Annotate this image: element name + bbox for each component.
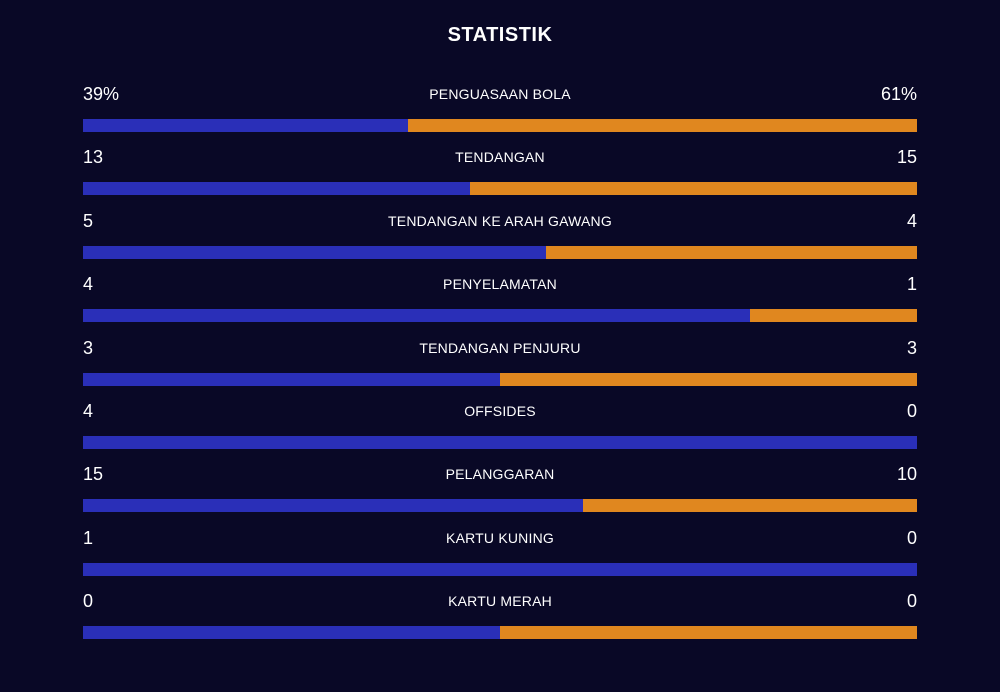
stat-away-value: 0 <box>906 527 917 548</box>
stat-bar-home-segment <box>83 119 409 132</box>
stat-row: 1 KARTU KUNING 0 <box>83 524 917 587</box>
stat-bar-away-segment <box>500 626 917 640</box>
stat-bar-away-segment <box>470 182 917 196</box>
stat-label: TENDANGAN KE ARAH GAWANG <box>388 212 612 229</box>
stat-bar-home-segment <box>83 309 751 323</box>
stat-row: 5 TENDANGAN KE ARAH GAWANG 4 <box>83 207 917 270</box>
stat-home-value: 13 <box>83 147 104 168</box>
stat-row: 3 TENDANGAN PENJURU 3 <box>83 334 917 397</box>
stat-bar-home-segment <box>83 626 500 640</box>
stat-label: KARTU KUNING <box>446 529 554 546</box>
stat-home-value: 0 <box>83 591 94 612</box>
stat-comparison-bar <box>83 562 917 576</box>
stat-bar-away-segment <box>750 309 917 323</box>
stat-comparison-bar <box>83 626 917 640</box>
stat-home-value: 1 <box>83 527 94 548</box>
stat-away-value: 61% <box>880 84 917 104</box>
stat-label: TENDANGAN PENJURU <box>419 339 581 356</box>
stat-away-value: 10 <box>896 464 917 485</box>
stat-label: OFFSIDES <box>464 402 536 419</box>
stat-label: PENYELAMATAN <box>443 276 557 293</box>
stat-bar-home-segment <box>83 182 471 196</box>
stat-comparison-bar <box>83 245 917 259</box>
stat-comparison-bar <box>83 372 917 386</box>
stat-row-header: 0 KARTU MERAH 0 <box>83 587 917 615</box>
stat-row-header: 3 TENDANGAN PENJURU 3 <box>83 334 917 362</box>
stat-comparison-bar <box>83 435 917 449</box>
stat-away-value: 4 <box>906 210 917 231</box>
stat-row: 13 TENDANGAN 15 <box>83 143 917 206</box>
stat-bar-away-segment <box>408 119 917 132</box>
stat-away-value: 0 <box>906 591 917 612</box>
stat-bar-home-segment <box>83 562 917 576</box>
stat-away-value: 1 <box>906 274 917 295</box>
stat-comparison-bar <box>83 182 917 196</box>
stat-comparison-bar <box>83 309 917 323</box>
stat-row: 4 PENYELAMATAN 1 <box>83 270 917 333</box>
stat-row-header: 4 OFFSIDES 0 <box>83 397 917 425</box>
stat-label: PELANGGARAN <box>445 466 555 483</box>
stat-bar-home-segment <box>83 372 500 386</box>
stat-home-value: 5 <box>83 210 94 231</box>
stats-list: 39% PENGUASAAN BOLA 61% 13 TENDANGAN 15 5 TENDA… <box>83 80 917 651</box>
stat-row-header: 15 PELANGGARAN 10 <box>83 460 917 488</box>
stat-bar-away-segment <box>546 245 917 259</box>
stat-row: 0 KARTU MERAH 0 <box>83 587 917 650</box>
stat-comparison-bar <box>83 119 917 132</box>
stat-bar-home-segment <box>83 435 917 449</box>
stat-home-value: 4 <box>83 274 94 295</box>
stat-home-value: 39% <box>83 84 120 104</box>
stat-row-header: 1 KARTU KUNING 0 <box>83 524 917 552</box>
stat-away-value: 3 <box>906 337 917 358</box>
stat-row: 39% PENGUASAAN BOLA 61% <box>83 80 917 143</box>
stat-bar-home-segment <box>83 499 584 513</box>
stat-home-value: 15 <box>83 464 104 485</box>
stat-row-header: 4 PENYELAMATAN 1 <box>83 270 917 298</box>
stat-bar-away-segment <box>583 499 917 513</box>
stat-row-header: 39% PENGUASAAN BOLA 61% <box>83 80 917 108</box>
stat-away-value: 15 <box>896 147 917 168</box>
stat-row-header: 13 TENDANGAN 15 <box>83 143 917 171</box>
stat-home-value: 3 <box>83 337 94 358</box>
stat-row-header: 5 TENDANGAN KE ARAH GAWANG 4 <box>83 207 917 235</box>
stat-bar-home-segment <box>83 245 547 259</box>
stat-label: KARTU MERAH <box>448 593 552 610</box>
stat-label: TENDANGAN <box>455 149 545 166</box>
stat-comparison-bar <box>83 499 917 513</box>
stat-row: 15 PELANGGARAN 10 <box>83 460 917 523</box>
stat-label: PENGUASAAN BOLA <box>429 86 571 102</box>
stat-home-value: 4 <box>83 400 94 421</box>
stat-bar-away-segment <box>500 372 917 386</box>
stat-away-value: 0 <box>906 400 917 421</box>
stat-row: 4 OFFSIDES 0 <box>83 397 917 460</box>
stats-title: STATISTIK <box>447 24 553 46</box>
